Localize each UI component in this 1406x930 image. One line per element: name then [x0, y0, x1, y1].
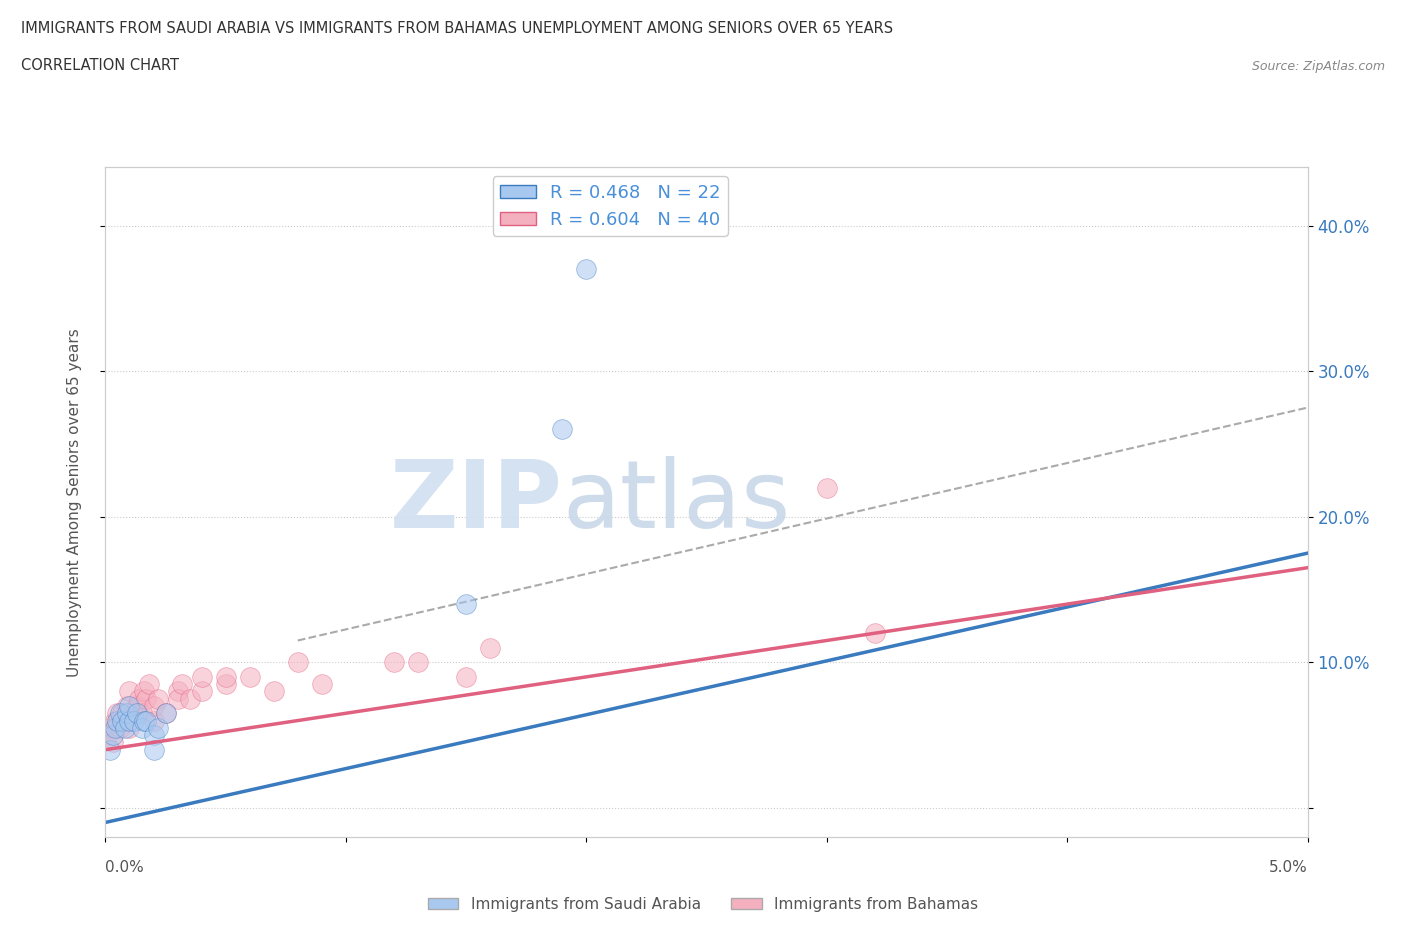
- Text: Source: ZipAtlas.com: Source: ZipAtlas.com: [1251, 60, 1385, 73]
- Point: [115, 706, 138, 721]
- Point: [190, 670, 212, 684]
- Point: [101, 735, 124, 750]
- Point: [166, 691, 188, 706]
- Point: [214, 670, 236, 684]
- Text: IMMIGRANTS FROM SAUDI ARABIA VS IMMIGRANTS FROM BAHAMAS UNEMPLOYMENT AMONG SENIO: IMMIGRANTS FROM SAUDI ARABIA VS IMMIGRAN…: [21, 20, 893, 35]
- Point: [155, 706, 177, 721]
- Point: [107, 713, 129, 728]
- Point: [111, 706, 134, 721]
- Point: [155, 706, 177, 721]
- Point: [190, 684, 212, 698]
- Point: [142, 713, 165, 728]
- Text: 0.0%: 0.0%: [105, 860, 145, 875]
- Legend: Immigrants from Saudi Arabia, Immigrants from Bahamas: Immigrants from Saudi Arabia, Immigrants…: [422, 891, 984, 918]
- Point: [135, 691, 157, 706]
- Point: [138, 677, 160, 692]
- Point: [124, 706, 146, 721]
- Point: [108, 706, 131, 721]
- Text: 5.0%: 5.0%: [1268, 860, 1308, 875]
- Point: [863, 626, 886, 641]
- Point: [166, 684, 188, 698]
- Point: [263, 684, 285, 698]
- Point: [551, 422, 574, 437]
- Point: [111, 713, 134, 728]
- Point: [179, 691, 201, 706]
- Point: [101, 727, 124, 742]
- Point: [131, 721, 153, 736]
- Point: [454, 597, 477, 612]
- Point: [142, 742, 165, 757]
- Point: [815, 480, 838, 495]
- Point: [114, 721, 136, 736]
- Point: [125, 706, 148, 721]
- Point: [98, 742, 121, 757]
- Text: CORRELATION CHART: CORRELATION CHART: [21, 58, 179, 73]
- Point: [131, 706, 153, 721]
- Point: [115, 698, 138, 713]
- Point: [118, 698, 141, 713]
- Point: [118, 684, 141, 698]
- Point: [118, 721, 141, 736]
- Point: [108, 721, 131, 736]
- Point: [132, 713, 155, 728]
- Point: [128, 691, 150, 706]
- Point: [311, 677, 333, 692]
- Point: [148, 721, 170, 736]
- Point: [118, 713, 141, 728]
- Legend: R = 0.468   N = 22, R = 0.604   N = 40: R = 0.468 N = 22, R = 0.604 N = 40: [492, 177, 728, 236]
- Point: [104, 721, 127, 736]
- Text: ZIP: ZIP: [389, 457, 562, 548]
- Text: atlas: atlas: [562, 457, 790, 548]
- Point: [287, 655, 309, 670]
- Point: [172, 677, 194, 692]
- Point: [107, 706, 129, 721]
- Point: [125, 698, 148, 713]
- Point: [575, 262, 598, 277]
- Point: [132, 684, 155, 698]
- Point: [454, 670, 477, 684]
- Point: [479, 641, 502, 656]
- Point: [142, 698, 165, 713]
- Point: [98, 721, 121, 736]
- Point: [382, 655, 405, 670]
- Point: [124, 713, 146, 728]
- Point: [135, 713, 157, 728]
- Y-axis label: Unemployment Among Seniors over 65 years: Unemployment Among Seniors over 65 years: [67, 328, 82, 677]
- Point: [239, 670, 262, 684]
- Point: [148, 691, 170, 706]
- Point: [214, 677, 236, 692]
- Point: [97, 727, 120, 742]
- Point: [104, 713, 127, 728]
- Point: [114, 713, 136, 728]
- Point: [142, 727, 165, 742]
- Point: [406, 655, 429, 670]
